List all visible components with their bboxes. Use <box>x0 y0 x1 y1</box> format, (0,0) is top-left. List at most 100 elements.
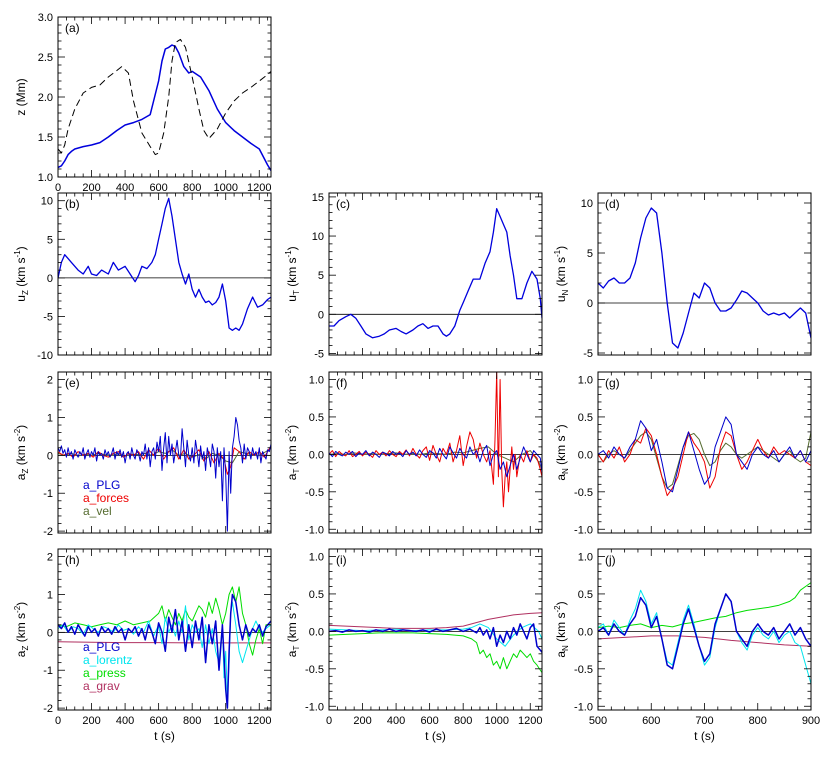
x-tick-label: 1200 <box>518 715 542 727</box>
panel-a: 0 200 400 600 800 1000 1200 1.0 1.5 2.0 2.5 3.0 z (M… <box>14 12 272 194</box>
y-axis-label: aN (km s-2) <box>553 601 570 657</box>
y-tick-label: 1.0 <box>38 172 53 184</box>
y-tick-label: 0 <box>47 273 53 285</box>
legend-entry-a-press: a_press <box>83 666 126 680</box>
y-tick-label: 0.0 <box>578 626 593 638</box>
y-tick-label: 0.5 <box>309 589 324 601</box>
series-line-a-PLG <box>329 623 542 653</box>
panel-label: (a) <box>65 21 80 35</box>
series-line-a-lorentz <box>58 601 271 698</box>
panel-frame <box>597 371 812 534</box>
y-axis-label: uN (km s-1) <box>553 246 570 302</box>
y-tick-label: 10 <box>312 231 324 243</box>
series-line-a-PLG <box>598 416 811 493</box>
panel-label: (i) <box>336 553 347 567</box>
y-tick-label: 10 <box>581 198 593 210</box>
series-line-a-grav <box>58 641 271 644</box>
panel-label: (h) <box>65 553 80 567</box>
x-tick-label: 800 <box>749 715 767 727</box>
series-line-a-forces <box>598 427 811 497</box>
panel-c: -5 0 5 10 15 uT (km s-1) (c) <box>284 192 543 360</box>
x-tick-label: 700 <box>695 715 713 727</box>
panel-j: 500 600 700 800 900 t (s) -1.0 -0.5 0.0 0.5 1.0 aN … <box>553 548 820 743</box>
y-axis-label: uZ (km s-1) <box>13 246 30 301</box>
y-tick-label: -1.0 <box>574 524 593 536</box>
legend-entry-a-lorentz: a_lorentz <box>83 653 132 667</box>
panel-label: (e) <box>65 376 80 390</box>
y-tick-label: 15 <box>312 192 324 204</box>
y-tick-label: -5 <box>43 311 53 323</box>
y-tick-label: 1 <box>47 412 53 424</box>
y-tick-label: 0.0 <box>309 626 324 638</box>
panel-label: (j) <box>605 553 616 567</box>
panel-frame <box>597 548 812 711</box>
y-tick-label: 0.0 <box>578 449 593 461</box>
panel-b: -10 -5 0 5 10 uZ (km s-1) (b) <box>13 192 272 362</box>
y-tick-label: 5 <box>318 270 324 282</box>
panel-label: (f) <box>336 376 347 390</box>
x-axis-label: t (s) <box>425 729 446 743</box>
series-line-z-main <box>58 44 271 171</box>
x-tick-label: 0 <box>55 182 61 194</box>
y-tick-label: -5 <box>314 348 324 360</box>
y-tick-label: -10 <box>37 350 53 362</box>
x-tick-label: 1200 <box>247 715 271 727</box>
x-tick-label: 600 <box>149 715 167 727</box>
y-tick-label: 1.0 <box>578 374 593 386</box>
y-tick-label: 3.0 <box>38 12 53 24</box>
y-tick-label: 5 <box>587 248 593 260</box>
legend-entry-a-vel: a_vel <box>83 504 112 518</box>
panel-label: (g) <box>605 376 620 390</box>
y-tick-label: 10 <box>41 196 53 208</box>
series-line-z-main <box>598 207 811 349</box>
x-tick-label: 1000 <box>213 182 237 194</box>
y-tick-label: -0.5 <box>305 487 324 499</box>
x-tick-label: 200 <box>82 182 100 194</box>
panel-frame <box>328 548 543 711</box>
x-tick-label: 1000 <box>213 715 237 727</box>
x-tick-label: 1200 <box>247 182 271 194</box>
y-tick-label: 0.5 <box>578 589 593 601</box>
y-tick-label: -1 <box>43 665 53 677</box>
y-tick-label: 0.5 <box>309 412 324 424</box>
y-tick-label: 5 <box>47 234 53 246</box>
x-tick-label: 200 <box>82 715 100 727</box>
x-tick-label: 400 <box>387 715 405 727</box>
y-tick-label: 0 <box>318 309 324 321</box>
y-tick-label: -0.5 <box>574 487 593 499</box>
y-tick-label: -1 <box>43 488 53 500</box>
series-line-a-lorentz <box>598 589 811 684</box>
x-tick-label: 400 <box>116 715 134 727</box>
y-tick-label: -1.0 <box>305 701 324 713</box>
y-tick-label: -2 <box>43 526 53 538</box>
legend-entry-a-forces: a_forces <box>83 491 129 505</box>
panel-d: -5 0 5 10 uN (km s-1) (d) <box>553 192 812 360</box>
y-tick-label: -1.0 <box>305 524 324 536</box>
y-tick-label: -0.5 <box>574 664 593 676</box>
y-axis-label: uT (km s-1) <box>284 246 301 301</box>
x-tick-label: 0 <box>326 715 332 727</box>
panel-h: 0 200 400 600 800 1000 1200 t (s) -2 -1 0 1 2 aZ (km … <box>13 548 272 743</box>
x-axis-label: t (s) <box>694 729 715 743</box>
x-tick-label: 800 <box>183 715 201 727</box>
panel-f: -1.0 -0.5 0.0 0.5 1.0 aT (km s-2) (f) <box>284 371 543 536</box>
y-tick-label: 2 <box>47 375 53 387</box>
series-line-a-forces <box>58 445 271 475</box>
series-line-z-main <box>58 197 271 331</box>
series-line-a-PLG <box>329 444 542 478</box>
x-axis-label: t (s) <box>154 729 175 743</box>
panel-frame <box>328 192 543 356</box>
y-axis-label: aZ (km s-2) <box>13 425 30 480</box>
series-line-a-forces <box>329 372 542 508</box>
y-tick-label: 0 <box>47 627 53 639</box>
y-tick-label: 1 <box>47 589 53 601</box>
legend-entry-a-PLG: a_PLG <box>83 478 120 492</box>
y-tick-label: 1.0 <box>309 374 324 386</box>
x-tick-label: 600 <box>642 715 660 727</box>
series-line-z-dashed <box>58 38 271 156</box>
series-line-a-vel <box>598 431 811 489</box>
y-tick-label: 2.5 <box>38 52 53 64</box>
y-tick-label: -5 <box>583 348 593 360</box>
panel-frame <box>57 16 272 178</box>
